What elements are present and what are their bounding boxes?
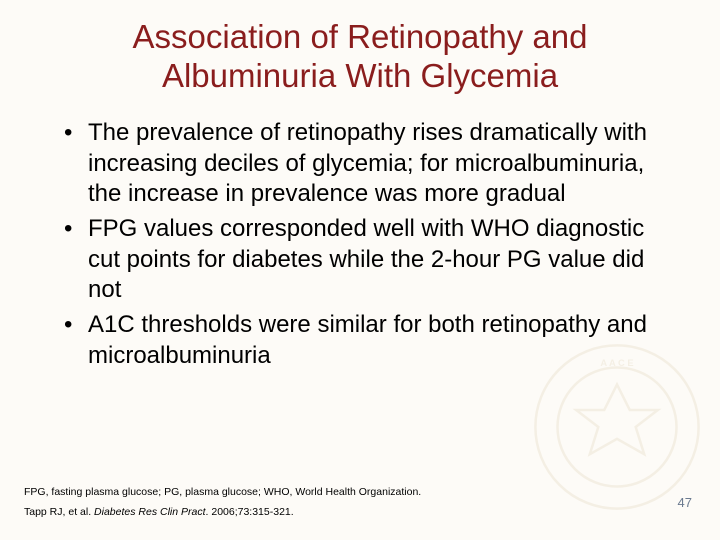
footnote-area: FPG, fasting plasma glucose; PG, plasma … — [24, 485, 660, 518]
bullet-item: A1C thresholds were similar for both ret… — [88, 310, 670, 371]
citation-rest: . 2006;73:315-321. — [206, 506, 294, 518]
bullet-item: The prevalence of retinopathy rises dram… — [88, 118, 670, 210]
page-number: 47 — [678, 495, 692, 510]
bullet-item: FPG values corresponded well with WHO di… — [88, 214, 670, 306]
abbreviations-footnote: FPG, fasting plasma glucose; PG, plasma … — [24, 485, 660, 500]
citation: Tapp RJ, et al. Diabetes Res Clin Pract.… — [24, 506, 660, 518]
citation-journal: Diabetes Res Clin Pract — [94, 506, 205, 518]
slide-title: Association of Retinopathy and Albuminur… — [50, 18, 670, 96]
citation-author: Tapp RJ, et al. — [24, 506, 94, 518]
bullet-list: The prevalence of retinopathy rises dram… — [40, 118, 680, 372]
slide-container: A A C E Association of Retinopathy and A… — [0, 0, 720, 540]
